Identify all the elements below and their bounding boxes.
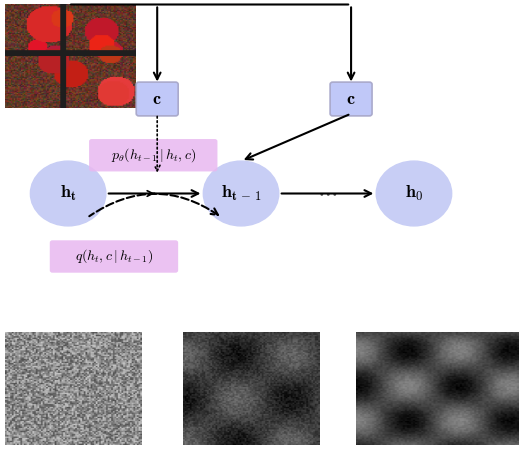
FancyArrowPatch shape [89,194,218,216]
FancyBboxPatch shape [50,240,178,273]
Circle shape [376,161,452,226]
Circle shape [203,161,279,226]
FancyBboxPatch shape [330,82,372,116]
Text: $\mathbf{c}$: $\mathbf{c}$ [152,90,162,108]
Text: $\mathbf{h_t}$: $\mathbf{h_t}$ [60,184,77,203]
Text: $\mathbf{h_{t\,-\,1}}$: $\mathbf{h_{t\,-\,1}}$ [221,184,261,203]
Text: $q(h_t,c\,|\,h_{t-1})$: $q(h_t,c\,|\,h_{t-1})$ [75,248,153,266]
Circle shape [30,161,106,226]
Text: $p_\theta(h_{t-1}\,|\,h_t,c)$: $p_\theta(h_{t-1}\,|\,h_t,c)$ [111,146,196,164]
FancyBboxPatch shape [136,82,178,116]
Text: $\mathbf{h_0}$: $\mathbf{h_0}$ [405,184,423,203]
Text: $\mathbf{c}$: $\mathbf{c}$ [346,90,356,108]
Text: $\cdots$: $\cdots$ [318,182,337,202]
FancyBboxPatch shape [89,139,217,171]
